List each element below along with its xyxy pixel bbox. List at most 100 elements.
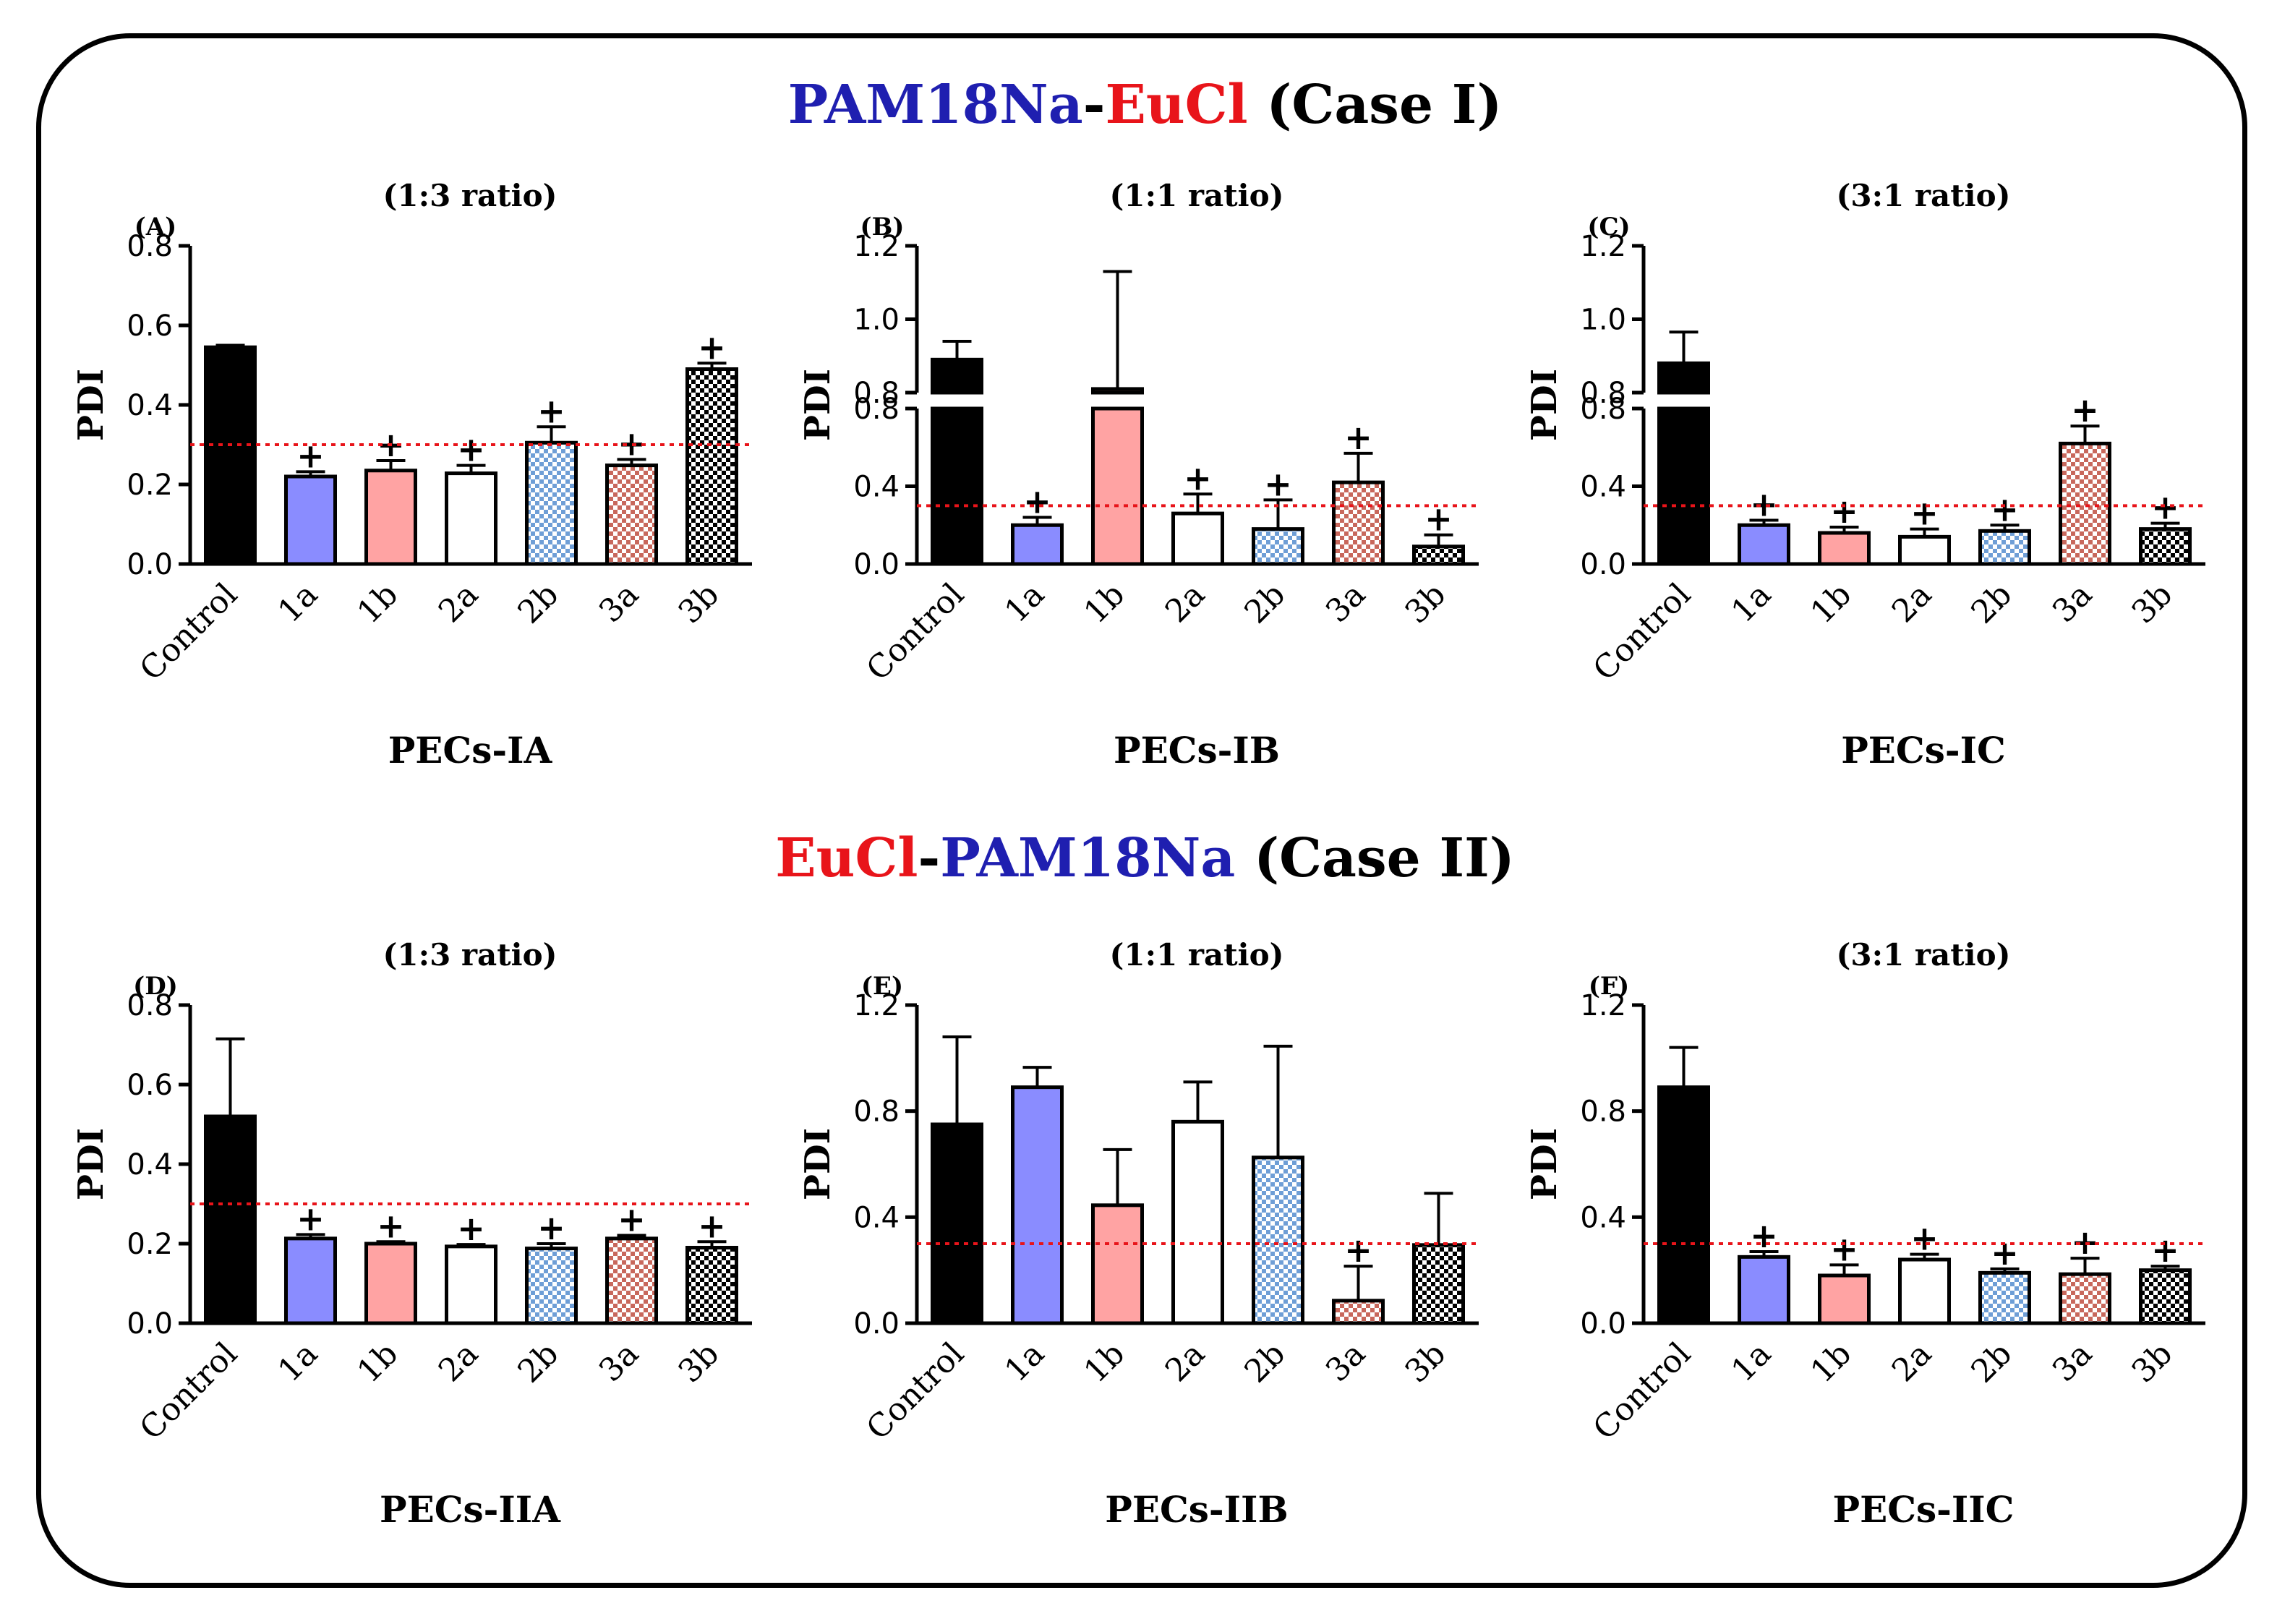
y-tick-label: 0.8 [853,1095,900,1129]
chart-panel-a: 0.0 0.2 0.4 0.6 0.8 Control +1a +1b +2a +2b +3a +3b… [58,163,781,772]
panel-letter: (D) [133,972,178,1001]
x-tick-label: 3a [592,1335,646,1389]
x-tick-label: 1b [350,1335,405,1390]
bar-2b [525,1247,578,1325]
panel-letter: (B) [860,213,905,242]
x-tick-label: 1b [1803,1335,1858,1390]
bar-3a [2059,441,2111,566]
y-tick-label: 0.4 [853,471,900,504]
case-ii-part-3: PAM18Na [940,827,1236,889]
case-i-part-3: EuCl [1105,74,1248,136]
bar-3a [2059,1272,2111,1325]
x-axis-title: PECs-IIB [1105,1488,1288,1531]
significance-mark: + [1264,464,1292,503]
y-tick-label: 0.0 [853,548,900,581]
x-tick-label: 2b [1237,576,1292,631]
bar-2b [1252,527,1304,566]
y-axis-title: PDI [798,1128,838,1200]
chart-f-svg: 0.0 0.4 0.8 1.2 Control +1a +1b +2a +2b +3a +3b (3:… [1524,937,2205,1531]
significance-mark: + [1344,1231,1372,1270]
chart-d-svg: 0.0 0.2 0.4 0.6 0.8 Control +1a +1b +2a +2b +3a +3b… [71,937,752,1531]
bar-3b [2139,1268,2192,1325]
significance-mark: + [296,1199,325,1238]
y-tick-label: 0.8 [1580,1095,1626,1129]
bar-2b [1252,1155,1304,1325]
figure-frame [36,33,2247,1588]
x-tick-label: 2b [1237,1335,1292,1390]
bar-2a [1898,534,1951,566]
x-tick-label: 1a [1725,576,1778,630]
significance-mark: + [618,424,646,463]
panel-letter: (A) [134,213,177,242]
chart-panel-f: 0.0 0.4 0.8 1.2 Control +1a +1b +2a +2b +3a +3b (3:… [1511,922,2234,1531]
panel-letter: (F) [1589,972,1629,1001]
significance-mark: + [618,1200,646,1239]
case-ii-title: EuCl-PAM18Na (Case II) [0,832,2290,885]
case-ii-part-2: - [918,827,941,889]
x-tick-label: 2a [432,1335,485,1389]
significance-mark: + [1750,485,1778,524]
y-axis-title: PDI [71,369,111,441]
bar-Control [204,1114,257,1325]
bar-1b [364,1241,417,1325]
x-tick-label: 3b [1398,1335,1453,1390]
chart-panel-e: 0.0 0.4 0.8 1.2 Control 1a 1b 2a 2b +3a 3b (1:1 rat… [785,922,1508,1531]
y-axis-title: PDI [798,369,838,441]
chart-b-svg: 0.0 0.4 0.80.8 1.0 1.2 Control +1a 1b +2a +2b +3a +… [798,178,1479,772]
significance-mark: + [1424,500,1453,539]
case-i-part-4: (Case I) [1247,74,1503,136]
x-tick-label: 2b [510,1335,565,1390]
bar-1b [364,469,417,566]
x-axis-title: PECs-IB [1114,729,1280,772]
x-tick-label: 3b [671,1335,726,1390]
significance-mark: + [698,328,726,367]
x-tick-label: 1b [1077,576,1132,631]
x-tick-label: 3a [2046,576,2099,630]
bar-Control [931,357,983,395]
x-tick-label: 2a [1885,1335,1939,1389]
significance-mark: + [2071,1223,2099,1262]
bar-1b [1091,1203,1144,1325]
bar-Control-lower [1657,406,1710,566]
bar-1b [1818,1273,1871,1325]
x-tick-label: 2a [1158,576,1212,630]
x-tick-label: Control [1586,576,1699,688]
chart-panel-c: 0.0 0.4 0.8 0.8 1.0 1.2 Control +1a +1b +2a +2b +3a… [1511,163,2234,772]
y-tick-label: 0.4 [1580,471,1626,504]
y-tick-label: 1.0 [853,304,900,337]
x-tick-label: Control [1586,1335,1699,1448]
significance-mark: + [457,1209,485,1248]
y-tick-label: 1.2 [853,989,900,1022]
y-tick-label: 0.4 [1580,1201,1626,1234]
significance-mark: + [377,1206,405,1245]
significance-mark: + [1344,418,1372,457]
y-tick-label: 1.2 [1580,989,1626,1022]
y-axis-title: PDI [1524,1128,1565,1200]
y-tick-label: 0.6 [127,309,173,343]
bar-3a [1332,480,1385,566]
significance-mark: + [1991,490,2019,529]
bar-Control-lower [931,406,983,566]
y-tick-label: 0.8 [127,989,173,1022]
x-axis-title: PECs-IIA [380,1488,561,1531]
bar-1a [284,474,337,566]
x-tick-label: 3b [671,576,726,631]
significance-mark: + [1830,1229,1858,1268]
x-tick-label: 1a [271,1335,325,1389]
chart-title: (1:3 ratio) [383,178,557,213]
y-tick-label: 0.8 [1580,377,1626,410]
x-tick-label: 3a [2046,1335,2099,1389]
y-tick-label: 0.6 [127,1069,173,1102]
bar-Control [931,1122,983,1325]
significance-mark: + [296,436,325,475]
x-tick-label: 1a [998,1335,1051,1389]
bar-1a [1011,1085,1064,1325]
bar-2a [1171,511,1224,566]
bar-Control [1657,361,1710,395]
y-tick-label: 0.4 [127,1148,173,1181]
y-tick-label: 0.8 [1580,393,1626,426]
y-axis-title: PDI [71,1128,111,1200]
significance-mark: + [457,430,485,469]
x-tick-label: 1b [1077,1335,1132,1390]
x-tick-label: Control [133,1335,245,1448]
